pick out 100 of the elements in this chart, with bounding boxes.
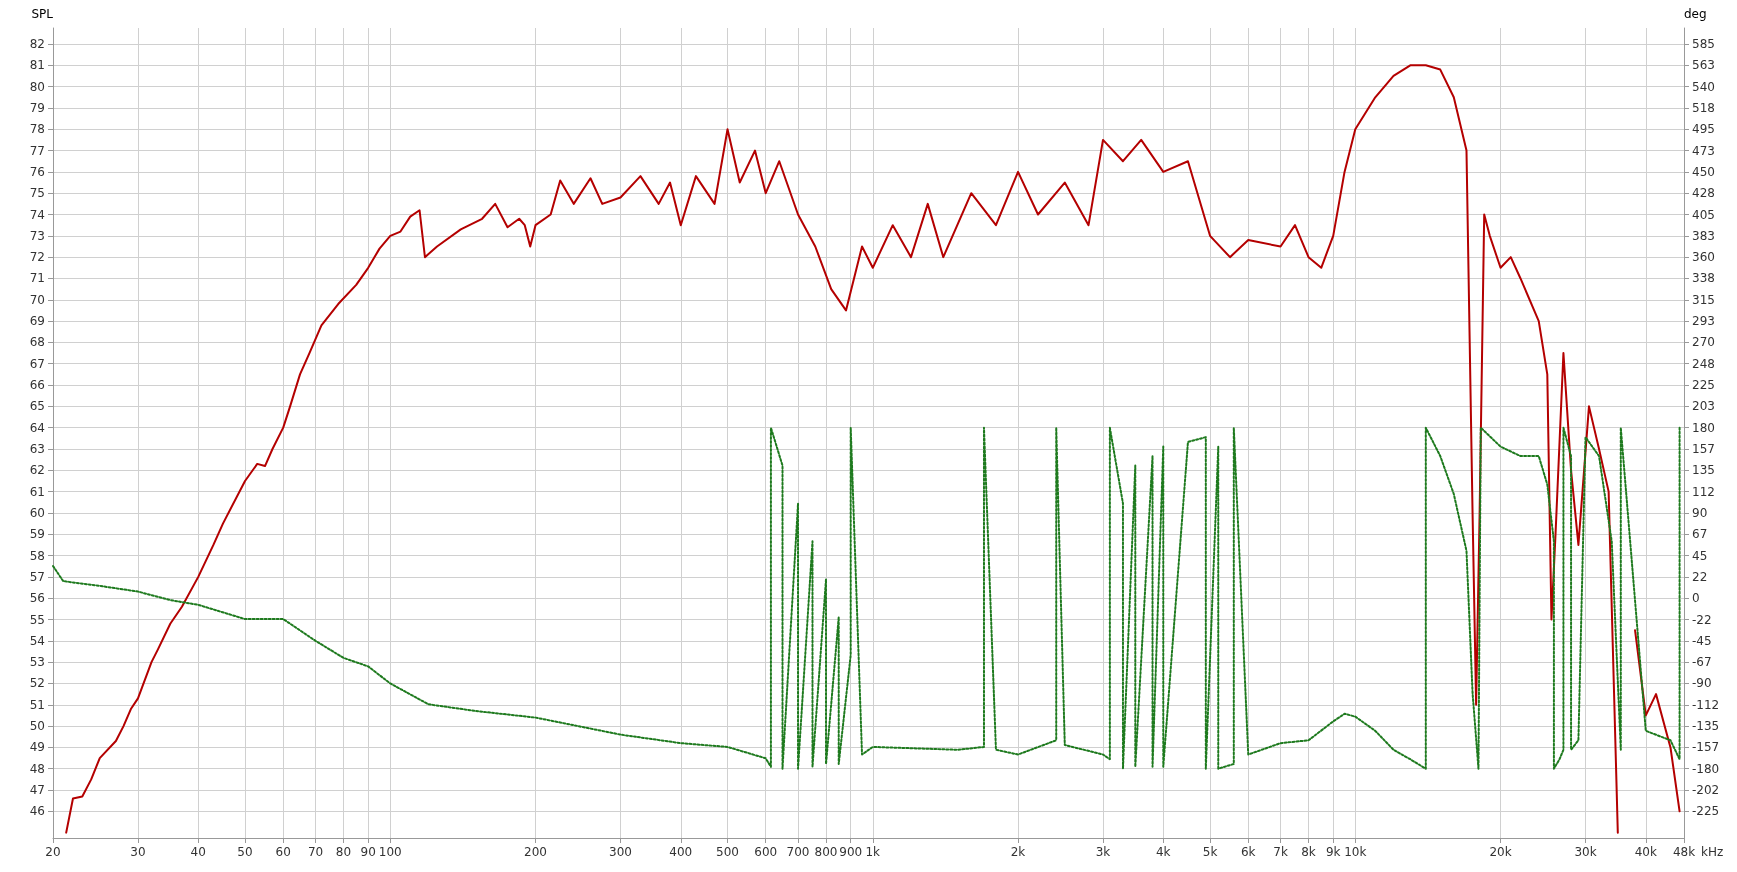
y2-tick-label: 22 [1692, 569, 1708, 584]
y2-tick-label: 135 [1692, 463, 1715, 478]
y-tick-label: 55 [29, 612, 45, 627]
x-tick-label: 40k [1634, 845, 1657, 859]
y-tick-label: 79 [29, 100, 45, 115]
y2-tick-label: 585 [1692, 36, 1715, 51]
y-tick-label: 56 [29, 591, 45, 606]
y-tick-label: 69 [29, 314, 45, 329]
y2-tick-label: 495 [1692, 122, 1715, 137]
y2-tick-label: 405 [1692, 207, 1715, 222]
y-tick-label: 64 [29, 420, 45, 435]
x-tick-label: 30k [1574, 845, 1597, 859]
x-tick-label: 400 [669, 845, 693, 859]
y2-tick-label: 45 [1692, 548, 1708, 563]
x-tick-label: 20 [45, 845, 61, 859]
y-tick-label: 81 [29, 58, 45, 73]
x-tick-label: 6k [1240, 845, 1256, 859]
x-tick-label: 10k [1344, 845, 1367, 859]
y2-tick-label: 112 [1692, 484, 1715, 499]
y-tick-label: 60 [29, 505, 45, 520]
y2-tick-label: 90 [1692, 505, 1708, 520]
y2-tick-label: 338 [1692, 271, 1715, 286]
y-tick-label: 75 [29, 186, 45, 201]
y2-tick-label: -112 [1692, 697, 1720, 712]
x-tick-label: 8k [1301, 845, 1316, 859]
x-tick-label: 5k [1202, 845, 1218, 859]
y-tick-label: 61 [29, 484, 45, 499]
y2-tick-label: 315 [1692, 292, 1715, 307]
y-tick-label: 76 [29, 164, 45, 179]
y2-tick-label: 157 [1692, 441, 1715, 456]
y-tick-label: 72 [29, 250, 45, 265]
y-tick-label: 78 [29, 122, 45, 137]
x-tick-label: 48k [1672, 845, 1696, 859]
x-tick-label: 600 [754, 845, 778, 859]
y2-tick-label: 293 [1692, 314, 1715, 329]
y-tick-label: 65 [29, 399, 45, 414]
y-tick-label: 58 [29, 548, 45, 563]
y-tick-label: 62 [29, 463, 45, 478]
y-tick-label: 51 [29, 697, 45, 712]
y2-tick-label: 203 [1692, 399, 1715, 414]
y-tick-label: 47 [29, 783, 45, 798]
y2-tick-label: 563 [1692, 58, 1715, 73]
y2-tick-label: 248 [1692, 356, 1715, 371]
y2-tick-label: 270 [1692, 335, 1715, 350]
x-tick-label: 500 [716, 845, 739, 859]
y2-tick-label: 180 [1692, 420, 1715, 435]
y2-tick-label: -135 [1692, 719, 1720, 734]
y2-tick-label: 518 [1692, 100, 1715, 115]
x-tick-label: 4k [1155, 845, 1171, 859]
y2-tick-label: 225 [1692, 378, 1715, 393]
x-axis-title: kHz [1701, 845, 1724, 859]
x-tick-label: 60 [275, 845, 291, 859]
x-tick-label: 700 [786, 845, 810, 859]
x-tick-label: 50 [237, 845, 253, 859]
y-tick-label: 67 [29, 356, 45, 371]
y-tick-label: 77 [29, 143, 45, 158]
x-tick-label: 9k [1325, 845, 1341, 859]
y-tick-label: 57 [29, 569, 45, 584]
y-tick-label: 63 [29, 441, 45, 456]
x-tick-label: 300 [609, 845, 632, 859]
x-tick-label: 900 [839, 845, 863, 859]
y2-axis-title: deg [1684, 7, 1707, 21]
y-tick-label: 71 [29, 271, 45, 286]
y2-tick-label: -67 [1692, 655, 1712, 670]
y-tick-label: 53 [29, 655, 45, 670]
x-tick-label: 800 [814, 845, 838, 859]
y2-tick-label: -22 [1692, 612, 1712, 627]
y-tick-label: 49 [29, 740, 45, 755]
x-tick-label: 3k [1095, 845, 1111, 859]
x-tick-label: 100 [378, 845, 402, 859]
y-tick-label: 59 [29, 527, 45, 542]
y2-tick-label: 383 [1692, 228, 1715, 243]
y-tick-label: 73 [29, 228, 45, 243]
y-tick-label: 74 [29, 207, 45, 222]
y-tick-label: 82 [29, 36, 45, 51]
y-tick-label: 54 [29, 633, 45, 648]
y2-tick-label: -180 [1692, 761, 1720, 776]
x-tick-label: 20k [1489, 845, 1512, 859]
y-tick-label: 48 [29, 761, 45, 776]
x-tick-label: 2k [1010, 845, 1026, 859]
y2-tick-label: 450 [1692, 164, 1715, 179]
y2-tick-label: -45 [1692, 633, 1712, 648]
y2-tick-label: 473 [1692, 143, 1715, 158]
y2-tick-label: -225 [1692, 804, 1720, 819]
y-tick-label: 70 [29, 292, 45, 307]
x-tick-label: 7k [1273, 845, 1288, 859]
y2-tick-label: 67 [1692, 527, 1708, 542]
y2-tick-label: -90 [1692, 676, 1712, 691]
y2-tick-label: 428 [1692, 186, 1715, 201]
y2-tick-label: 0 [1692, 591, 1700, 606]
x-tick-label: 30 [130, 845, 146, 859]
x-tick-label: 80 [335, 845, 352, 859]
y2-tick-label: -202 [1692, 783, 1720, 798]
y-tick-label: 52 [29, 676, 45, 691]
y-tick-label: 66 [29, 378, 45, 393]
x-tick-label: 200 [524, 845, 547, 859]
y-tick-label: 68 [29, 335, 45, 350]
y2-tick-label: 540 [1692, 79, 1715, 94]
y2-tick-label: -157 [1692, 740, 1720, 755]
y-tick-label: 50 [29, 719, 45, 734]
